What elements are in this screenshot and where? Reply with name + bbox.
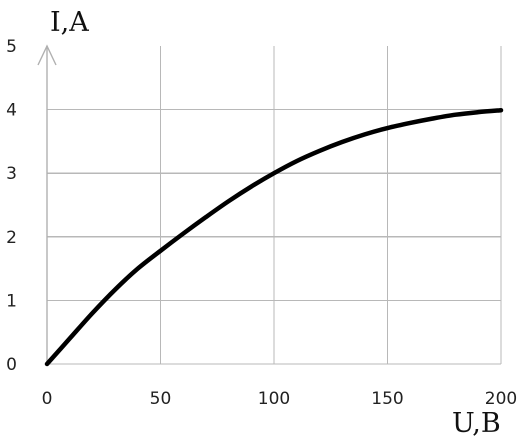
y-tick-label: 3 bbox=[6, 164, 17, 184]
y-axis-arrow bbox=[37, 44, 57, 66]
y-tick-label: 2 bbox=[6, 228, 17, 248]
series-line bbox=[44, 107, 504, 367]
axes bbox=[37, 44, 57, 364]
x-tick-label: 150 bbox=[371, 389, 403, 409]
x-tick-label: 0 bbox=[42, 389, 53, 409]
y-tick-label: 1 bbox=[6, 291, 17, 311]
grid bbox=[47, 46, 502, 365]
y-tick-labels: 0 1 2 3 4 5 bbox=[6, 37, 17, 375]
x-tick-label: 50 bbox=[150, 389, 172, 409]
y-axis-label: I,A bbox=[50, 7, 89, 38]
y-tick-label: 4 bbox=[6, 101, 17, 121]
y-tick-label: 0 bbox=[6, 355, 17, 375]
x-tick-label: 200 bbox=[485, 389, 517, 409]
x-axis-label: U,B bbox=[452, 408, 501, 439]
x-tick-labels: 0 50 100 150 200 bbox=[42, 389, 518, 409]
y-tick-label: 5 bbox=[6, 37, 17, 57]
x-tick-label: 100 bbox=[258, 389, 290, 409]
